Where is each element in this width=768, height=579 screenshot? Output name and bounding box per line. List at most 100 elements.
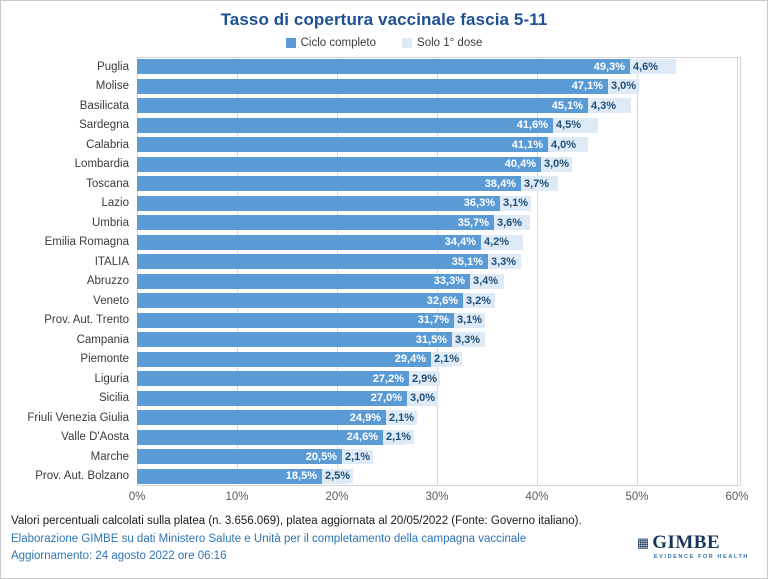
bar-value-solo-prima-dose: 3,6% <box>494 215 526 230</box>
bar-row: Lombardia 40,4% 3,0% <box>3 155 741 175</box>
bar-value-solo-prima-dose: 3,7% <box>521 176 553 191</box>
bar-value-ciclo-completo: 33,3% <box>433 275 465 288</box>
bar-value-solo-prima-dose: 4,6% <box>630 59 662 74</box>
bar-row: Prov. Aut. Trento 31,7% 3,1% <box>3 311 741 331</box>
bar-value-solo-prima-dose: 3,0% <box>608 79 640 94</box>
bar-solo-prima-dose: 3,0% <box>407 390 439 406</box>
bar-solo-prima-dose: 3,3% <box>488 254 521 270</box>
category-label: Abruzzo <box>86 275 129 288</box>
bar-row: Friuli Venezia Giulia 24,9% 2,1% <box>3 408 741 428</box>
bar-value-solo-prima-dose: 4,2% <box>481 235 513 250</box>
category-label: Lombardia <box>74 158 129 171</box>
bar-value-ciclo-completo: 20,5% <box>305 450 337 463</box>
bar-ciclo-completo: 29,4% <box>137 351 431 367</box>
category-label: Sicilia <box>98 392 129 405</box>
bar-ciclo-completo: 36,3% <box>137 195 500 211</box>
bar-value-solo-prima-dose: 2,1% <box>383 430 415 445</box>
bar-ciclo-completo: 49,3% <box>137 59 630 75</box>
legend-item-solo-prima-dose: Solo 1° dose <box>402 37 482 49</box>
bar-value-ciclo-completo: 40,4% <box>504 158 536 171</box>
bar-value-ciclo-completo: 36,3% <box>463 197 495 210</box>
bar-value-ciclo-completo: 49,3% <box>593 60 625 73</box>
gimbe-wordmark: GIMBE <box>652 532 721 553</box>
bar-value-ciclo-completo: 41,6% <box>516 119 548 132</box>
bar-solo-prima-dose: 4,6% <box>630 59 676 75</box>
bar-solo-prima-dose: 2,1% <box>431 351 463 367</box>
category-label: Emilia Romagna <box>44 236 129 249</box>
x-axis-tick-label: 40% <box>525 491 549 503</box>
category-label: Liguria <box>94 372 129 385</box>
bar-value-ciclo-completo: 45,1% <box>551 99 583 112</box>
category-label: Friuli Venezia Giulia <box>27 411 129 424</box>
category-label: Campania <box>76 333 129 346</box>
gimbe-tagline: EVIDENCE FOR HEALTH <box>653 554 749 560</box>
x-axis-tick-label: 0% <box>128 491 146 503</box>
bar-ciclo-completo: 31,7% <box>137 312 454 328</box>
x-axis-tick-label: 30% <box>425 491 449 503</box>
bar-solo-prima-dose: 2,1% <box>383 429 415 445</box>
category-label: Basilicata <box>79 99 129 112</box>
bar-row: Toscana 38,4% 3,7% <box>3 174 741 194</box>
x-axis-tick-label: 60% <box>725 491 749 503</box>
bar-ciclo-completo: 32,6% <box>137 293 463 309</box>
bar-solo-prima-dose: 2,5% <box>322 468 354 484</box>
bar-ciclo-completo: 27,2% <box>137 371 409 387</box>
bar-value-ciclo-completo: 31,5% <box>415 333 447 346</box>
bar-value-solo-prima-dose: 3,3% <box>452 332 484 347</box>
bar-ciclo-completo: 47,1% <box>137 78 608 94</box>
gridline <box>337 58 338 485</box>
bar-ciclo-completo: 45,1% <box>137 98 588 114</box>
gridline <box>237 58 238 485</box>
bar-value-ciclo-completo: 32,6% <box>426 294 458 307</box>
bar-value-ciclo-completo: 41,1% <box>511 138 543 151</box>
footer-source: Elaborazione GIMBE su dati Ministero Sal… <box>11 533 527 545</box>
category-label: Piemonte <box>80 353 129 366</box>
bar-value-solo-prima-dose: 2,1% <box>431 352 463 367</box>
plot-area: Puglia 49,3% 4,6% Molise 47,1% 3,0% Basilicata… <box>3 57 749 509</box>
chart-legend: Ciclo completo Solo 1° dose <box>1 37 767 49</box>
bar-solo-prima-dose: 3,0% <box>541 156 573 172</box>
bar-value-ciclo-completo: 35,7% <box>457 216 489 229</box>
bar-ciclo-completo: 18,5% <box>137 468 322 484</box>
bar-value-ciclo-completo: 27,2% <box>372 372 404 385</box>
bar-value-ciclo-completo: 31,7% <box>417 314 449 327</box>
gridline <box>537 58 538 485</box>
bar-value-ciclo-completo: 18,5% <box>285 470 317 483</box>
bar-ciclo-completo: 34,4% <box>137 234 481 250</box>
bar-value-solo-prima-dose: 2,1% <box>386 410 418 425</box>
bar-solo-prima-dose: 4,2% <box>481 234 523 250</box>
bar-solo-prima-dose: 2,1% <box>342 449 374 465</box>
bar-row: Emilia Romagna 34,4% 4,2% <box>3 233 741 253</box>
bar-row: Veneto 32,6% 3,2% <box>3 291 741 311</box>
bar-row: Sicilia 27,0% 3,0% <box>3 389 741 409</box>
bar-row: Valle D'Aosta 24,6% 2,1% <box>3 428 741 448</box>
category-label: Umbria <box>91 216 129 229</box>
bar-row: Marche 20,5% 2,1% <box>3 447 741 467</box>
gimbe-logo: ▦ GIMBE EVIDENCE FOR HEALTH <box>637 533 749 560</box>
bar-value-solo-prima-dose: 4,3% <box>588 98 620 113</box>
footer-note: Valori percentuali calcolati sulla plate… <box>11 515 582 527</box>
bar-value-solo-prima-dose: 2,9% <box>409 371 441 386</box>
x-axis-tick-label: 20% <box>325 491 349 503</box>
bar-row: Liguria 27,2% 2,9% <box>3 369 741 389</box>
footer-update: Aggiornamento: 24 agosto 2022 ore 06:16 <box>11 550 227 563</box>
bar-row: Sardegna 41,6% 4,5% <box>3 116 741 136</box>
bar-ciclo-completo: 38,4% <box>137 176 521 192</box>
gridline <box>637 58 638 485</box>
bar-ciclo-completo: 41,1% <box>137 137 548 153</box>
legend-item-ciclo-completo: Ciclo completo <box>285 37 376 49</box>
bar-value-ciclo-completo: 38,4% <box>484 177 516 190</box>
bar-row: Lazio 36,3% 3,1% <box>3 194 741 214</box>
bar-solo-prima-dose: 4,3% <box>588 98 631 114</box>
bar-row: Basilicata 45,1% 4,3% <box>3 96 741 116</box>
bar-solo-prima-dose: 3,3% <box>452 332 485 348</box>
category-label: Valle D'Aosta <box>61 431 129 444</box>
bar-value-ciclo-completo: 34,4% <box>444 236 476 249</box>
bar-ciclo-completo: 31,5% <box>137 332 452 348</box>
category-label: Calabria <box>86 138 129 151</box>
x-axis: 0% 10% 20% 30% 40% 50% 60% <box>129 489 749 509</box>
bar-row: Umbria 35,7% 3,6% <box>3 213 741 233</box>
legend-label-solo-prima-dose: Solo 1° dose <box>417 37 483 49</box>
bar-solo-prima-dose: 3,4% <box>470 273 504 289</box>
